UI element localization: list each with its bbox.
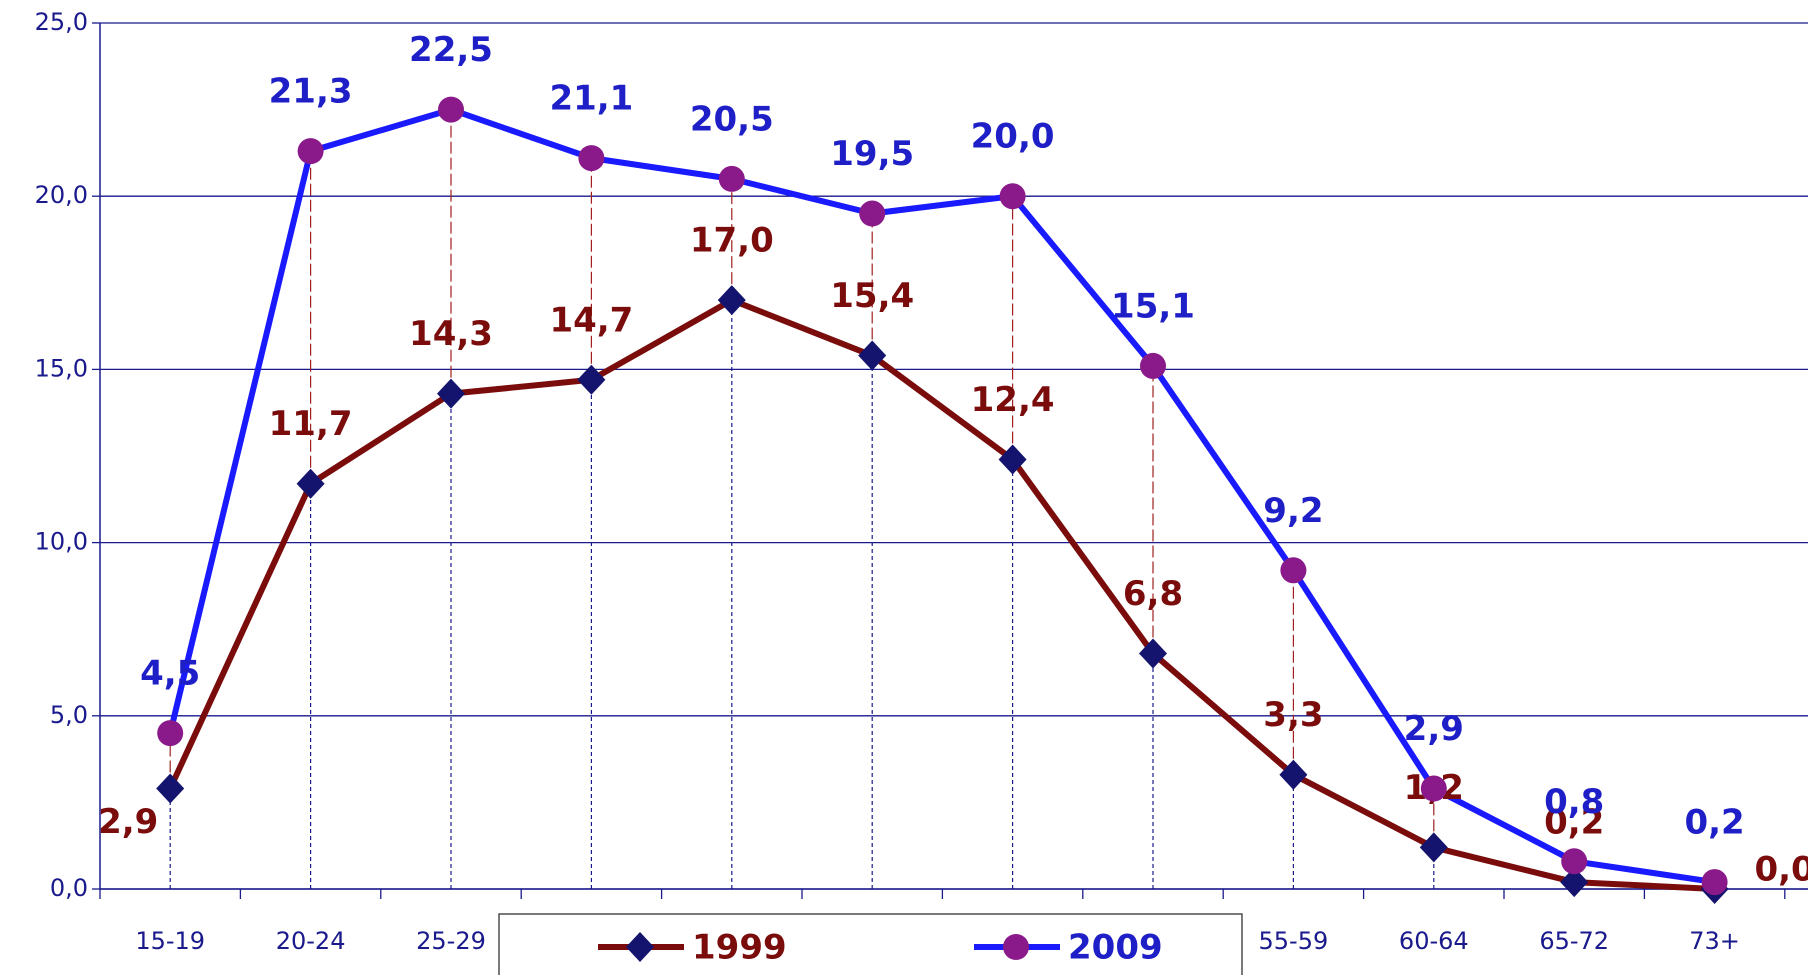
legend-label: 2009 (1068, 928, 1163, 968)
data-label: 2,9 (1404, 709, 1464, 749)
legend-marker (626, 932, 654, 962)
x-tick-label: 55-59 (1259, 927, 1329, 955)
marker (1140, 352, 1166, 379)
y-tick-label: 0,0 (50, 874, 88, 902)
line (167, 297, 1715, 892)
data-label: 15,1 (1111, 286, 1195, 326)
marker (859, 200, 886, 227)
data-label: 0,0 (1754, 850, 1808, 890)
marker (1279, 759, 1308, 790)
marker (1419, 832, 1448, 863)
x-tick-label: 15-19 (135, 927, 205, 955)
data-label: 11,7 (269, 404, 353, 444)
y-tick-label: 10,0 (35, 528, 88, 556)
marker (1139, 638, 1167, 669)
legend-label: 1999 (692, 928, 787, 968)
legend: 1999 2009 (498, 913, 1243, 975)
data-label: 21,1 (549, 79, 633, 119)
data-label: 12,4 (971, 380, 1055, 420)
marker (1280, 557, 1307, 584)
data-label: 3,3 (1263, 695, 1323, 735)
data-label: 17,0 (690, 221, 774, 261)
marker (437, 378, 465, 409)
marker (156, 773, 185, 804)
data-label: 15,4 (830, 276, 914, 316)
legend-marker (1003, 934, 1029, 960)
data-label: 0,2 (1544, 803, 1604, 843)
y-tick-label: 20,0 (35, 181, 88, 209)
marker (297, 138, 324, 165)
data-label: 22,5 (409, 30, 493, 70)
x-tick-label: 60-64 (1399, 927, 1469, 955)
data-label: 20,5 (690, 99, 774, 139)
y-tick-label: 5,0 (50, 701, 88, 729)
marker (578, 145, 605, 172)
x-tick-label: 25-29 (416, 927, 486, 955)
data-label: 2,9 (98, 802, 158, 842)
marker (296, 468, 325, 499)
x-tick-label: 73+ (1689, 927, 1740, 955)
y-tick-label: 15,0 (35, 354, 88, 382)
data-label: 4,5 (140, 654, 200, 694)
data-label: 6,8 (1123, 574, 1183, 614)
line (167, 106, 1716, 886)
data-label: 0,2 (1684, 803, 1744, 843)
marker (718, 165, 745, 192)
x-tick-label: 65-72 (1539, 927, 1609, 955)
data-label: 14,3 (409, 314, 493, 354)
marker (717, 285, 746, 316)
data-label: 20,0 (971, 117, 1055, 157)
data-label: 19,5 (830, 134, 914, 174)
marker (1560, 867, 1589, 898)
marker (858, 340, 887, 371)
marker (998, 444, 1027, 475)
data-label: 21,3 (269, 72, 353, 112)
data-label: 14,7 (549, 300, 633, 340)
x-tick-label: 20-24 (276, 927, 346, 955)
marker (1701, 869, 1728, 896)
data-label: 9,2 (1263, 491, 1323, 531)
y-tick-label: 25,0 (35, 8, 88, 36)
marker (1420, 775, 1447, 802)
marker (157, 720, 184, 747)
marker (577, 364, 606, 395)
marker (1561, 848, 1588, 875)
marker (999, 183, 1026, 210)
data-label: 0,8 (1544, 782, 1604, 822)
marker (438, 96, 464, 123)
